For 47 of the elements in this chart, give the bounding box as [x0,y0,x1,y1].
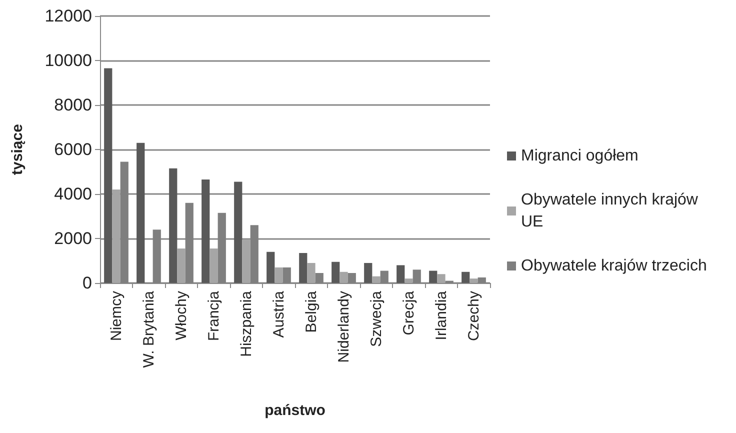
legend-label: Obywatele innych krajów UE [521,192,702,230]
y-tick-label: 10000 [44,51,92,70]
bar [462,272,470,283]
y-tick-label: 6000 [54,140,92,159]
x-axis-title: państwo [264,402,326,419]
bar [332,262,340,283]
y-tick-label: 8000 [54,96,92,114]
bar [372,276,380,283]
bar [112,190,120,283]
bar [307,262,316,283]
x-tick-label: Hiszpania [238,290,255,357]
y-tick-label: 0 [82,274,92,292]
y-tick-label: 2000 [54,229,92,248]
x-tick-label: Belgia [302,290,320,333]
bar [104,68,112,283]
legend-label: Migranci ogółem [521,148,638,164]
x-tick-label: Niderlandy [335,290,352,363]
x-tick-label: Czechy [465,290,482,342]
x-tick-label: W. Brytania [140,290,158,368]
bar [396,265,405,283]
bar [274,267,283,283]
bar [266,252,275,283]
bar [404,278,413,283]
legend-label: Obywatele krajów trzecich [521,258,707,274]
bar [429,270,438,283]
x-tick-label: Austria [270,290,288,338]
bar [340,272,348,283]
bar [169,168,178,283]
x-tick-label: Grecja [400,290,418,336]
bar [202,180,210,283]
bar [177,248,186,283]
bar [364,262,372,283]
bar [242,240,250,283]
bar [234,182,242,283]
x-tick-label: Włochy [172,290,190,340]
bar [210,248,218,283]
bar [299,252,308,283]
bar [470,278,478,283]
y-tick-label: 12000 [44,6,92,26]
x-tick-label: Szwecja [368,290,385,347]
y-axis-title: tysiące [9,124,26,175]
bar [136,142,145,283]
y-tick-label: 4000 [54,184,92,204]
bar [437,274,446,283]
x-tick-label: Niemcy [108,290,125,342]
x-tick-label: Irlandia [432,290,450,340]
x-tick-label: Francja [205,290,222,342]
